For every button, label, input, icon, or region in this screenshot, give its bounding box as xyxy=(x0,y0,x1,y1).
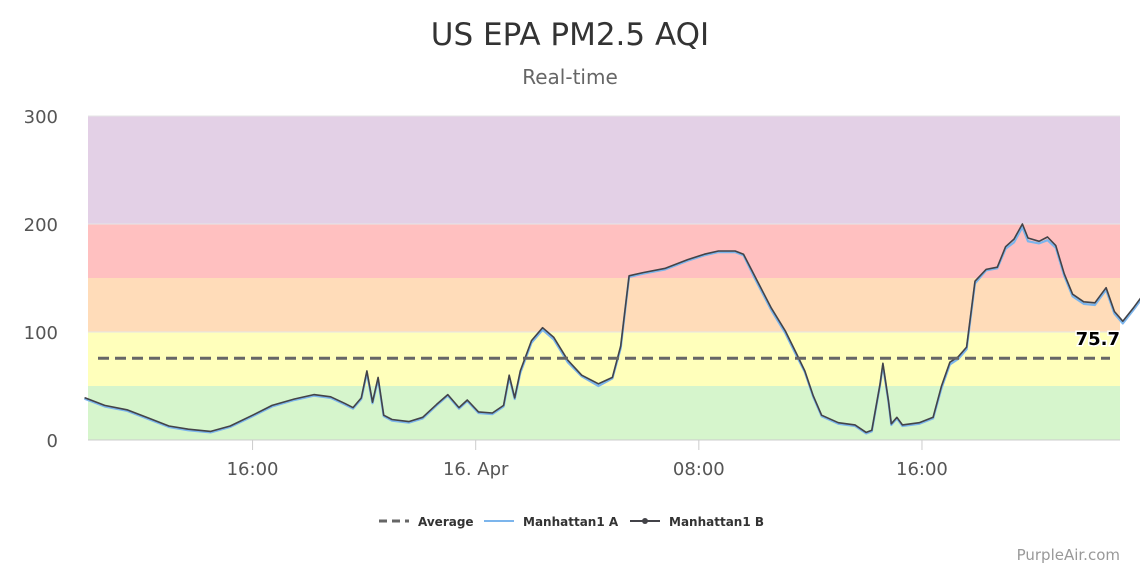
aqi-bands xyxy=(88,116,1120,440)
legend-average-label: Average xyxy=(418,515,474,529)
x-tick-label: 08:00 xyxy=(673,459,725,480)
x-tick-label: 16:00 xyxy=(896,459,948,480)
legend-manhattan1-b-marker xyxy=(642,518,648,524)
aqi-band-100-150 xyxy=(88,278,1120,332)
chart-subtitle: Real-time xyxy=(522,65,618,89)
legend-manhattan1-b-label: Manhattan1 B xyxy=(669,515,764,529)
credit-link[interactable]: PurpleAir.com xyxy=(1017,546,1120,564)
average-layer: 75.7 xyxy=(98,328,1122,360)
legend-item-manhattan1-a[interactable]: Manhattan1 A xyxy=(484,515,619,529)
y-tick-label: 300 xyxy=(24,107,58,128)
y-tick-label: 100 xyxy=(24,323,58,344)
legend-item-manhattan1-b[interactable]: Manhattan1 B xyxy=(630,515,764,529)
legend-item-average[interactable]: Average xyxy=(379,515,474,529)
aqi-band-150-200 xyxy=(88,224,1120,278)
series-line-manhattan1-b[interactable] xyxy=(84,223,1140,434)
x-axis-ticks: 16:00 16. Apr 08:00 16:00 xyxy=(227,440,948,480)
legend: Average Manhattan1 A Manhattan1 B xyxy=(379,515,764,529)
chart-title: US EPA PM2.5 AQI xyxy=(431,17,709,53)
x-tick-label: 16. Apr xyxy=(443,459,509,480)
average-value-label: 75.7 xyxy=(1076,329,1120,350)
y-tick-label: 0 xyxy=(47,431,58,452)
y-tick-label: 200 xyxy=(24,215,58,236)
series-layer xyxy=(84,223,1140,435)
y-axis-ticks: 0 100 200 300 xyxy=(24,107,58,452)
grid-lines xyxy=(88,115,1120,441)
legend-manhattan1-a-label: Manhattan1 A xyxy=(523,515,619,529)
aqi-band-200-300 xyxy=(88,116,1120,224)
x-tick-label: 16:00 xyxy=(227,459,279,480)
aqi-band-0-50 xyxy=(88,386,1120,440)
